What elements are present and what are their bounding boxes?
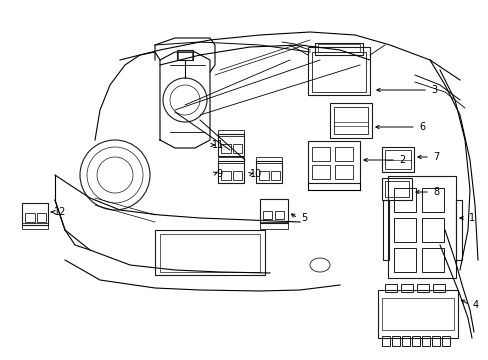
Bar: [384, 284, 396, 292]
Text: 2: 2: [398, 155, 404, 165]
Bar: [259, 171, 268, 180]
Bar: [387, 176, 455, 278]
Bar: [421, 248, 443, 272]
Bar: [232, 144, 242, 153]
Bar: [263, 211, 271, 219]
Bar: [260, 199, 287, 223]
Bar: [221, 144, 230, 153]
Bar: [22, 203, 48, 225]
Bar: [381, 178, 411, 200]
Text: 5: 5: [300, 213, 306, 223]
Bar: [155, 230, 264, 275]
Bar: [317, 44, 359, 52]
Text: 10: 10: [249, 169, 262, 179]
Text: 12: 12: [54, 207, 66, 217]
Bar: [416, 284, 428, 292]
Bar: [431, 336, 439, 346]
Bar: [329, 103, 371, 138]
Bar: [384, 150, 410, 169]
Bar: [218, 161, 244, 183]
Bar: [314, 43, 362, 55]
Bar: [421, 188, 443, 212]
Bar: [333, 107, 367, 134]
Bar: [393, 218, 415, 242]
Bar: [421, 218, 443, 242]
Bar: [384, 181, 408, 197]
Bar: [334, 147, 352, 161]
Bar: [401, 336, 409, 346]
Text: 1: 1: [468, 213, 474, 223]
Bar: [307, 141, 359, 183]
Bar: [218, 134, 244, 156]
Bar: [455, 200, 461, 260]
Bar: [218, 157, 244, 163]
Bar: [307, 47, 369, 95]
Bar: [311, 147, 329, 161]
Bar: [381, 336, 389, 346]
Bar: [400, 284, 412, 292]
Bar: [232, 171, 242, 180]
Bar: [25, 213, 35, 222]
Bar: [393, 188, 415, 212]
Bar: [37, 213, 46, 222]
Bar: [432, 284, 444, 292]
Bar: [221, 171, 230, 180]
Text: 8: 8: [432, 187, 438, 197]
Bar: [311, 52, 365, 92]
Bar: [391, 336, 399, 346]
Bar: [274, 211, 284, 219]
Bar: [441, 336, 449, 346]
Bar: [218, 130, 244, 136]
Bar: [334, 165, 352, 179]
Text: 9: 9: [216, 169, 222, 179]
Bar: [260, 222, 287, 229]
Bar: [393, 248, 415, 272]
Bar: [256, 157, 282, 163]
Bar: [381, 147, 413, 172]
Bar: [160, 234, 260, 272]
Bar: [377, 290, 457, 338]
Bar: [270, 171, 280, 180]
Bar: [382, 200, 388, 260]
Bar: [421, 336, 429, 346]
Bar: [177, 50, 193, 60]
Bar: [381, 298, 453, 330]
Bar: [311, 165, 329, 179]
Text: 4: 4: [472, 300, 478, 310]
Bar: [22, 223, 48, 229]
Text: 11: 11: [211, 140, 224, 150]
Bar: [178, 52, 192, 60]
Text: 6: 6: [418, 122, 424, 132]
Text: 7: 7: [432, 152, 438, 162]
Text: 3: 3: [430, 85, 436, 95]
Bar: [411, 336, 419, 346]
Bar: [256, 161, 282, 183]
